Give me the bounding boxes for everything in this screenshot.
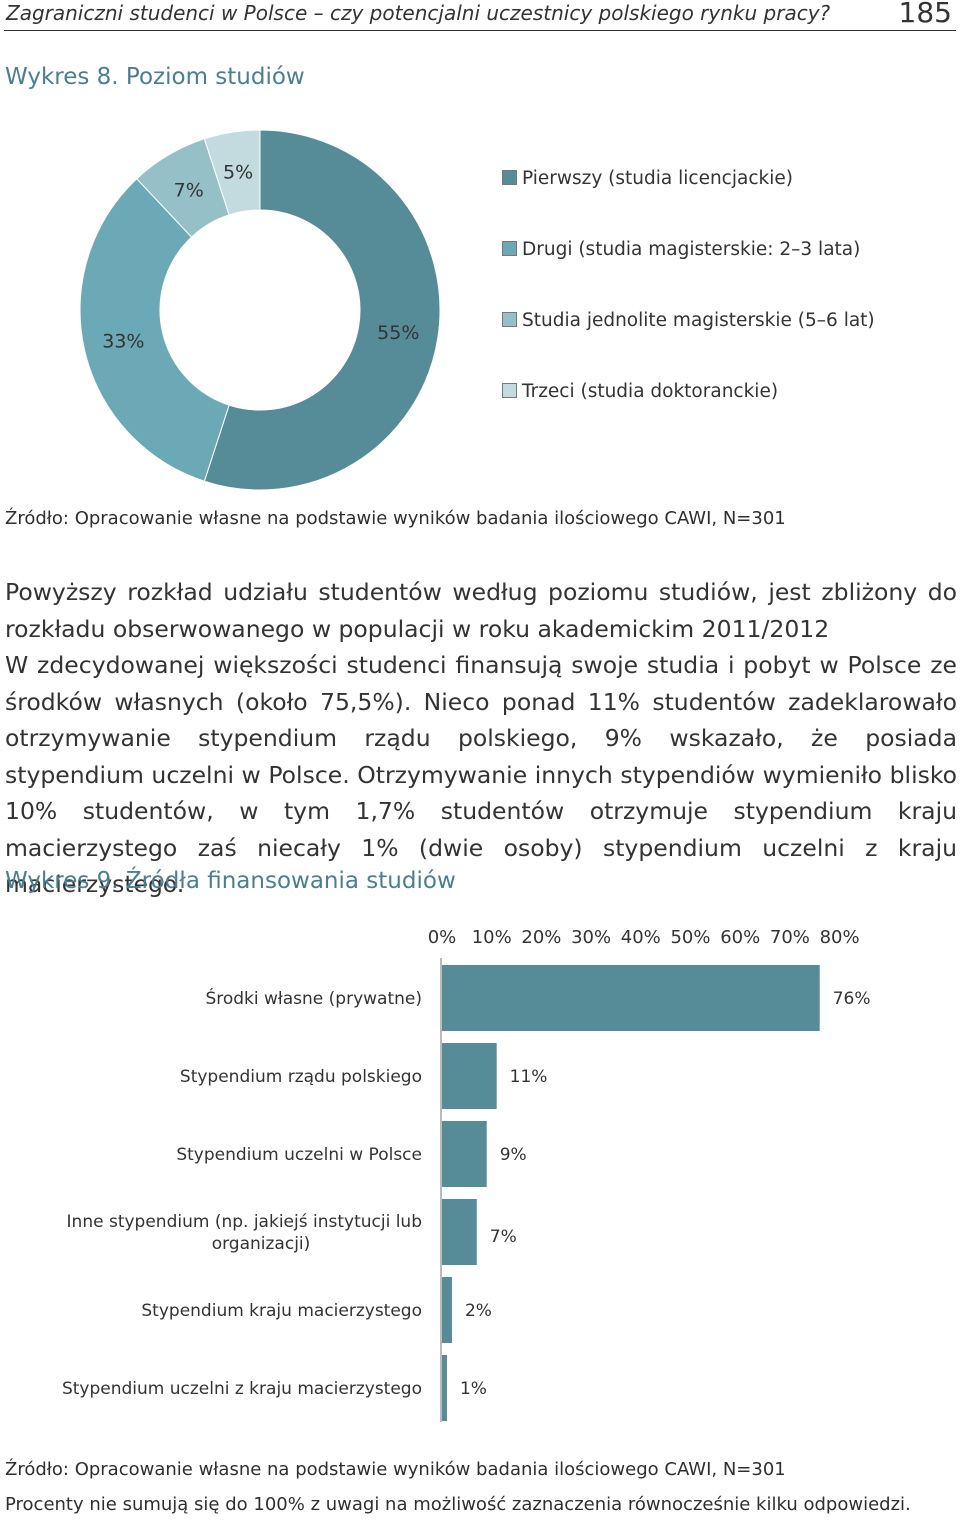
donut-slice-label: 55% — [377, 322, 419, 344]
legend-label: Pierwszy (studia licencjackie) — [522, 168, 793, 189]
bar-category-label: Inne stypendium (np. jakiejś instytucji … — [67, 1212, 422, 1254]
legend-swatch — [502, 241, 517, 256]
x-tick-label: 30% — [571, 927, 611, 948]
donut-slice — [203, 129, 441, 491]
donut-slice — [203, 129, 261, 216]
bar-category-label: Stypendium uczelni w Polsce — [176, 1145, 422, 1165]
figure-8-title: Wykres 8. Poziom studiów — [5, 64, 305, 90]
x-tick-label: 80% — [820, 927, 860, 948]
bar-value-label: 76% — [833, 989, 871, 1009]
legend-item: Trzeci (studia doktoranckie) — [502, 381, 778, 402]
bar — [442, 965, 820, 1031]
bar-value-label: 2% — [465, 1301, 492, 1321]
donut-slice — [79, 178, 230, 482]
x-tick-label: 20% — [521, 927, 561, 948]
body-text: Powyższy rozkład udziału studentów wedłu… — [5, 574, 957, 903]
donut-chart: 55% 33% 7% 5% — [79, 129, 441, 491]
legend-label: Drugi (studia magisterskie: 2–3 lata) — [522, 239, 861, 260]
legend-swatch — [502, 170, 517, 185]
legend-item: Studia jednolite magisterskie (5–6 lat) — [502, 310, 875, 331]
running-title: Zagraniczni studenci w Polsce – czy pote… — [6, 1, 831, 25]
bar — [442, 1043, 497, 1109]
bar — [442, 1355, 447, 1421]
bar — [442, 1199, 477, 1265]
legend-swatch — [502, 383, 517, 398]
bar — [442, 1121, 487, 1187]
x-tick-label: 60% — [720, 927, 760, 948]
bar-value-label: 1% — [460, 1379, 487, 1399]
x-tick-label: 50% — [670, 927, 710, 948]
page-number: 185 — [898, 0, 952, 29]
bar-value-label: 9% — [500, 1145, 527, 1165]
figure-9-note: Procenty nie sumują się do 100% z uwagi … — [5, 1494, 911, 1515]
figure-8-source: Źródło: Opracowanie własne na podstawie … — [5, 508, 786, 529]
figure-9-title: Wykres 9. Źródła finansowania studiów — [5, 868, 456, 894]
page-header: Zagraniczni studenci w Polsce – czy pote… — [4, 0, 956, 31]
legend-item: Pierwszy (studia licencjackie) — [502, 168, 793, 189]
paragraph-1: Powyższy rozkład udziału studentów wedłu… — [5, 578, 957, 643]
bar-category-label: Stypendium uczelni z kraju macierzystego — [62, 1379, 422, 1399]
x-tick-label: 10% — [472, 927, 512, 948]
legend-swatch — [502, 312, 517, 327]
bar-category-label: Stypendium rządu polskiego — [180, 1067, 422, 1087]
x-tick-label: 0% — [428, 927, 457, 948]
paragraph-2: W zdecydowanej większości studenci finan… — [5, 651, 957, 898]
x-tick-label: 40% — [621, 927, 661, 948]
bar-value-label: 7% — [490, 1227, 517, 1247]
legend-label: Studia jednolite magisterskie (5–6 lat) — [522, 310, 875, 331]
x-tick-label: 70% — [770, 927, 810, 948]
bar — [442, 1277, 452, 1343]
donut-slice-label: 7% — [174, 179, 204, 201]
bar-value-label: 11% — [510, 1067, 548, 1087]
bar-category-label: Stypendium kraju macierzystego — [141, 1301, 422, 1321]
bar-chart: 0% 10% 20% 30% 40% 50% 60% 70% 80% Środki własne … — [62, 927, 871, 1422]
legend-item: Drugi (studia magisterskie: 2–3 lata) — [502, 239, 860, 260]
legend-label: Trzeci (studia doktoranckie) — [522, 381, 779, 402]
figure-9-source: Źródło: Opracowanie własne na podstawie … — [5, 1459, 786, 1480]
bar-category-label: Środki własne (prywatne) — [205, 987, 422, 1009]
donut-slice-label: 33% — [102, 331, 144, 353]
donut-slice-label: 5% — [223, 162, 253, 184]
